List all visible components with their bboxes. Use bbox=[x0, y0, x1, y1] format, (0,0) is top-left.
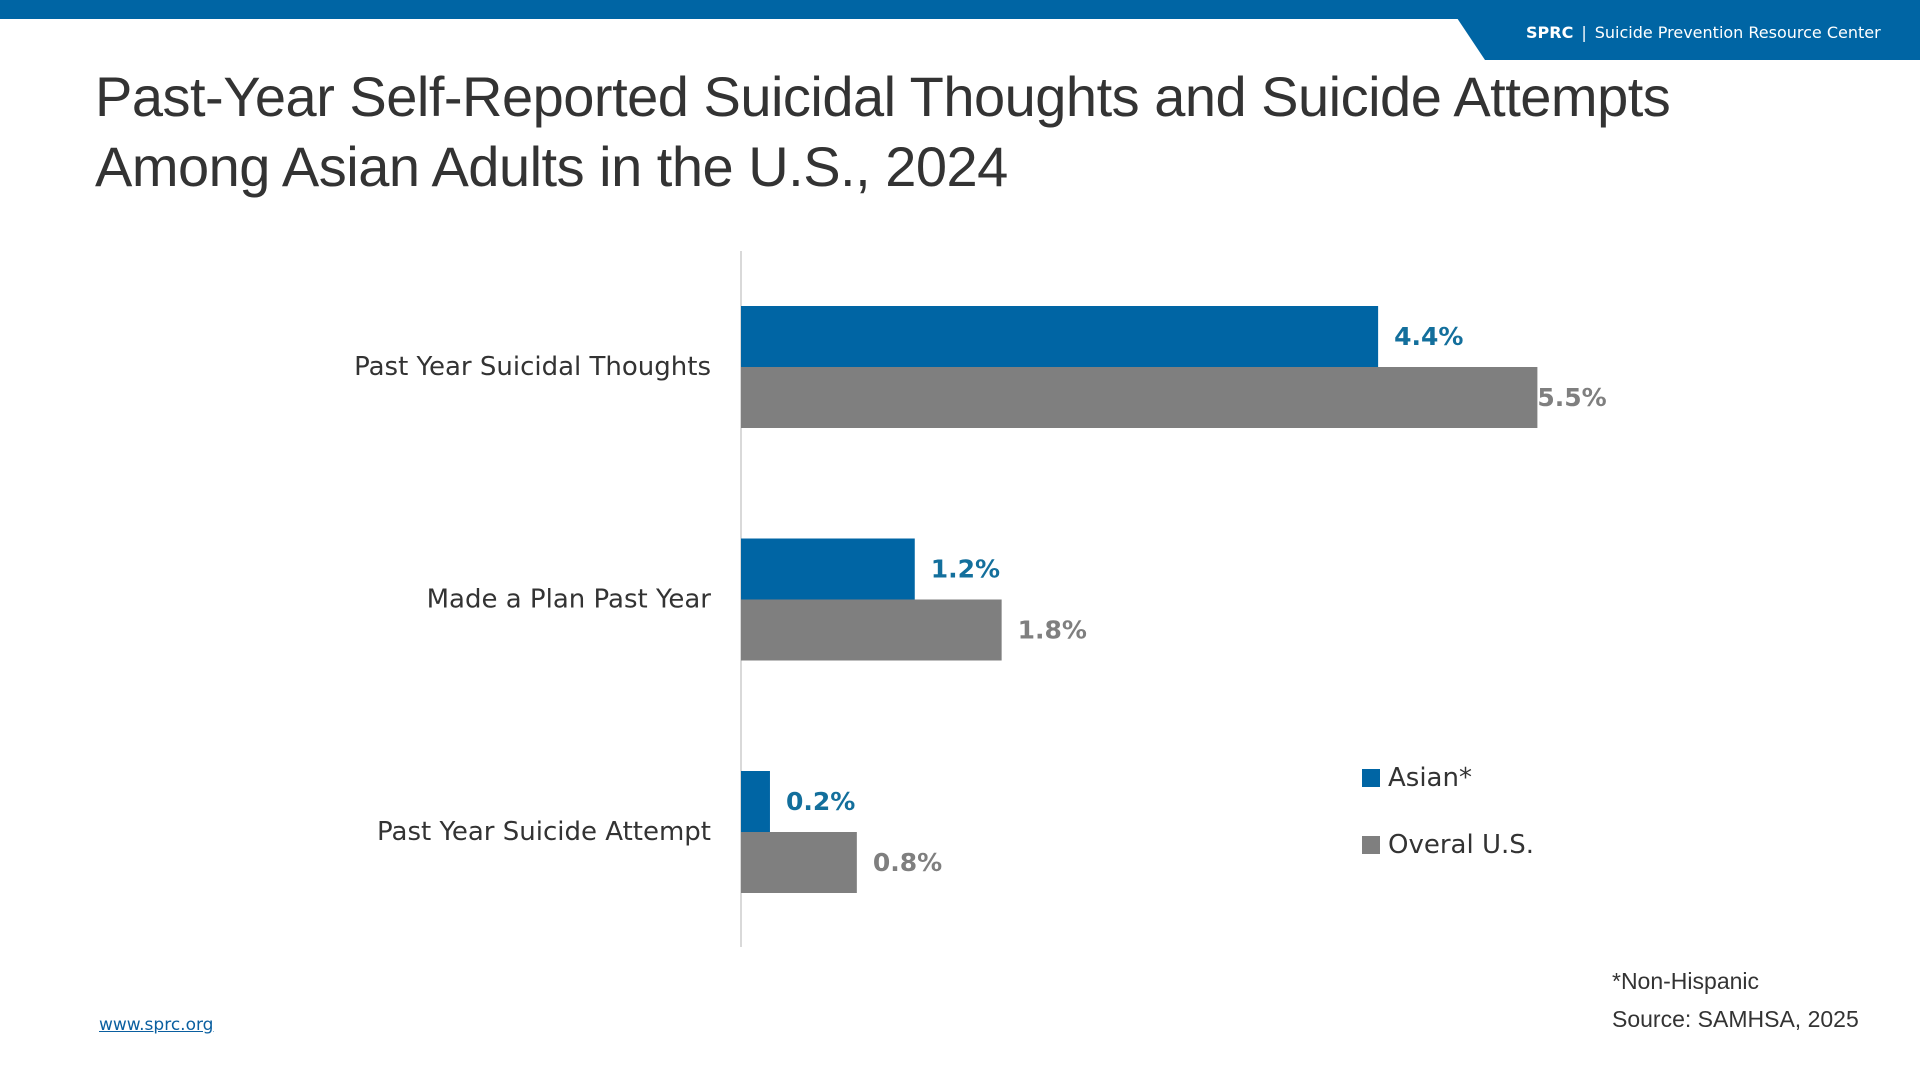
bar-overall-us bbox=[741, 832, 857, 893]
data-label-asian: 1.2% bbox=[931, 555, 1000, 584]
header-bar bbox=[0, 0, 1920, 19]
slide-title: Past-Year Self-Reported Suicidal Thought… bbox=[95, 62, 1795, 202]
category-label: Past Year Suicide Attempt bbox=[377, 817, 711, 847]
legend-label-overall: Overal U.S. bbox=[1388, 830, 1535, 860]
bar-asian bbox=[741, 771, 770, 832]
category-label: Made a Plan Past Year bbox=[427, 585, 712, 615]
legend-swatch-overall bbox=[1362, 836, 1380, 854]
chart-notes: *Non-Hispanic Source: SAMHSA, 2025 bbox=[1612, 962, 1859, 1038]
header-tab bbox=[1457, 18, 1920, 60]
bar-overall-us bbox=[741, 599, 1002, 661]
bar-asian bbox=[741, 538, 915, 600]
brand-separator: | bbox=[1581, 23, 1587, 42]
legend-item-overall: Overal U.S. bbox=[1362, 825, 1534, 865]
website-link[interactable]: www.sprc.org bbox=[99, 1015, 214, 1035]
legend-swatch-asian bbox=[1362, 769, 1380, 787]
data-label-asian: 0.2% bbox=[786, 787, 855, 816]
category-label: Past Year Suicidal Thoughts bbox=[354, 352, 711, 382]
bars-group: Past Year Suicidal Thoughts 4.4% 5.5% Made … bbox=[354, 306, 1607, 893]
org-abbr: SPRC bbox=[1526, 23, 1574, 42]
bar-overall-us bbox=[741, 367, 1538, 428]
data-label-overall-us: 5.5% bbox=[1537, 383, 1606, 412]
data-label-asian: 4.4% bbox=[1394, 322, 1463, 351]
data-label-overall-us: 0.8% bbox=[873, 848, 942, 877]
org-brand: SPRC | Suicide Prevention Resource Center bbox=[1526, 20, 1881, 46]
title-line-1: Past-Year Self-Reported Suicidal Thought… bbox=[95, 65, 1671, 128]
legend-item-asian: Asian* bbox=[1362, 758, 1534, 798]
source-note: Source: SAMHSA, 2025 bbox=[1612, 1006, 1859, 1032]
title-line-2: Among Asian Adults in the U.S., 2024 bbox=[95, 135, 1008, 198]
legend-label-asian: Asian* bbox=[1388, 763, 1472, 793]
org-name: Suicide Prevention Resource Center bbox=[1594, 23, 1881, 42]
data-label-overall-us: 1.8% bbox=[1018, 616, 1087, 645]
bar-asian bbox=[741, 306, 1379, 367]
footnote: *Non-Hispanic bbox=[1612, 968, 1760, 994]
chart-legend: Asian* Overal U.S. bbox=[1362, 758, 1534, 892]
